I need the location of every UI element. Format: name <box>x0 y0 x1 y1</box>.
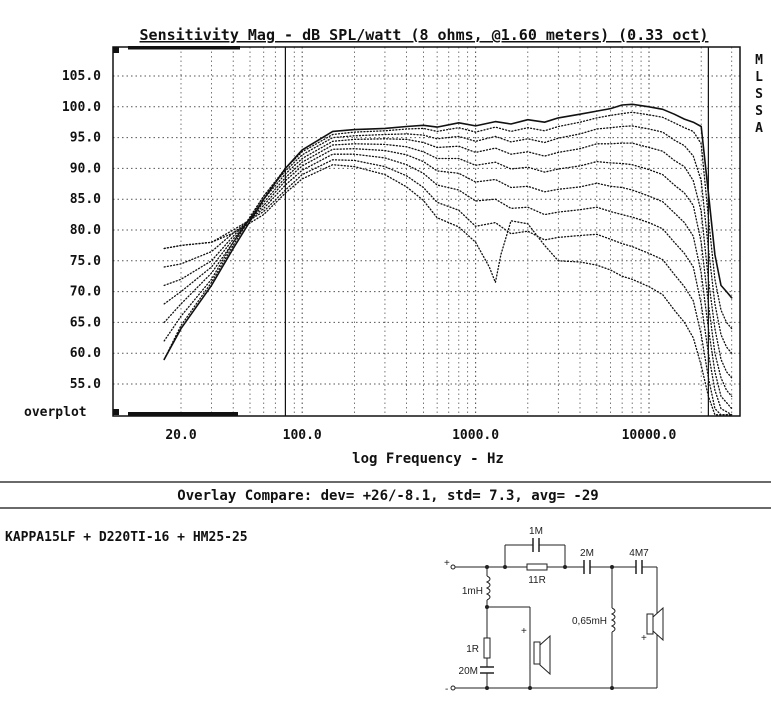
response-curve-6 <box>163 148 733 410</box>
frame-bar-top <box>128 46 240 50</box>
marker-layer <box>284 47 709 416</box>
x-tick-label: 10000.0 <box>622 428 677 443</box>
series-layer <box>163 103 733 416</box>
frame-bar-bottom <box>128 412 238 416</box>
chart-title: Sensitivity Mag - dB SPL/watt (8 ohms, @… <box>140 26 709 44</box>
y-tick-label: 85.0 <box>70 192 101 207</box>
response-curve-8 <box>163 159 733 416</box>
label-l-065mh: 0,65mH <box>572 616 607 627</box>
overlay-compare-text: Overlay Compare: dev= +26/-8.1, std= 7.3… <box>177 488 598 504</box>
mlssa-letter: S <box>755 87 763 102</box>
mlssa-letter: M <box>755 53 763 68</box>
label-l-1mh: 1mH <box>462 586 483 597</box>
grid-layer <box>113 47 740 416</box>
corner-mark-top-left <box>113 47 119 53</box>
label-c-1m: 1M <box>529 526 543 537</box>
corner-mark-bottom-left <box>113 409 119 415</box>
label-plus-tweeter: + <box>641 633 647 644</box>
response-curve-2 <box>163 111 733 361</box>
y-tick-label: 100.0 <box>62 100 101 115</box>
mlssa-letter: A <box>755 121 763 136</box>
label-plus-woofer: + <box>521 626 527 637</box>
label-r-1r: 1R <box>466 644 479 655</box>
response-curve-1 <box>163 103 733 361</box>
y-tick-labels: 105.0 100.0 95.0 90.0 85.0 80.0 75.0 70.0 65.0 60… <box>62 69 101 392</box>
label-c-20m: 20M <box>459 666 478 677</box>
y-tick-label: 80.0 <box>70 223 101 238</box>
y-tick-label: 65.0 <box>70 315 101 330</box>
label-c-2m: 2M <box>580 548 594 559</box>
x-tick-labels: 20.0 100.0 1000.0 10000.0 <box>165 428 676 443</box>
crossover-schematic <box>450 538 664 691</box>
label-c-4m7: 4M7 <box>629 548 649 559</box>
label-minus-in: - <box>445 684 448 695</box>
y-tick-label: 75.0 <box>70 254 101 269</box>
mlssa-letter: S <box>755 104 763 119</box>
y-tick-label: 55.0 <box>70 377 101 392</box>
label-r-11r: 11R <box>528 575 546 586</box>
plot-frame <box>112 46 741 417</box>
y-tick-label: 60.0 <box>70 346 101 361</box>
driver-configuration: KAPPA15LF + D220TI-16 + HM25-25 <box>5 530 248 545</box>
x-tick-label: 1000.0 <box>452 428 499 443</box>
label-plus-in: + <box>444 558 450 569</box>
x-tick-label: 20.0 <box>165 428 196 443</box>
y-tick-label: 70.0 <box>70 285 101 300</box>
y-tick-label: 105.0 <box>62 69 101 84</box>
y-tick-label: 95.0 <box>70 131 101 146</box>
response-curve-4 <box>163 138 733 379</box>
response-curve-7 <box>163 153 733 416</box>
x-axis-label: log Frequency - Hz <box>352 451 504 467</box>
y-tick-label: 90.0 <box>70 161 101 176</box>
overplot-label: overplot <box>24 405 87 420</box>
x-tick-label: 100.0 <box>283 428 322 443</box>
response-curve-5 <box>163 143 733 397</box>
mlssa-letter: L <box>755 70 763 85</box>
response-curve-3 <box>163 125 733 354</box>
response-curve-9 <box>163 164 733 416</box>
